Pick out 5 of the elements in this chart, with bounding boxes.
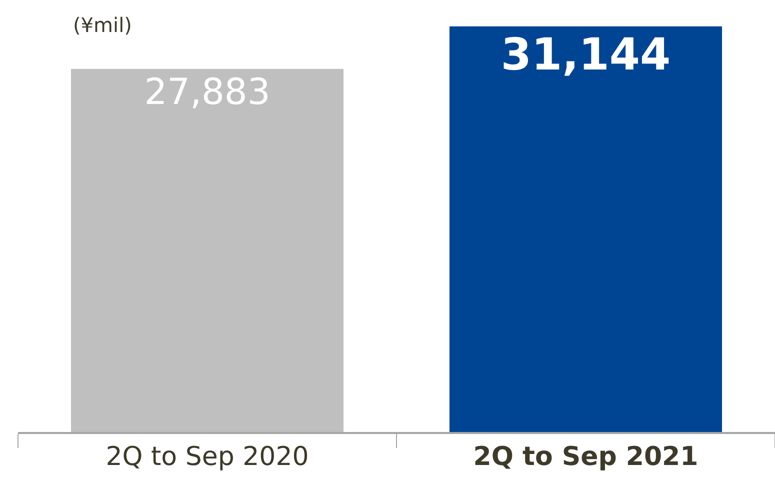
annotation: (¥mil) bbox=[73, 13, 132, 37]
x-tick-label: 2Q to Sep 2021 bbox=[473, 442, 698, 472]
x-tick-label: 2Q to Sep 2020 bbox=[106, 442, 309, 472]
data-label: 31,144 bbox=[500, 29, 671, 80]
data-label: 27,883 bbox=[144, 72, 270, 113]
